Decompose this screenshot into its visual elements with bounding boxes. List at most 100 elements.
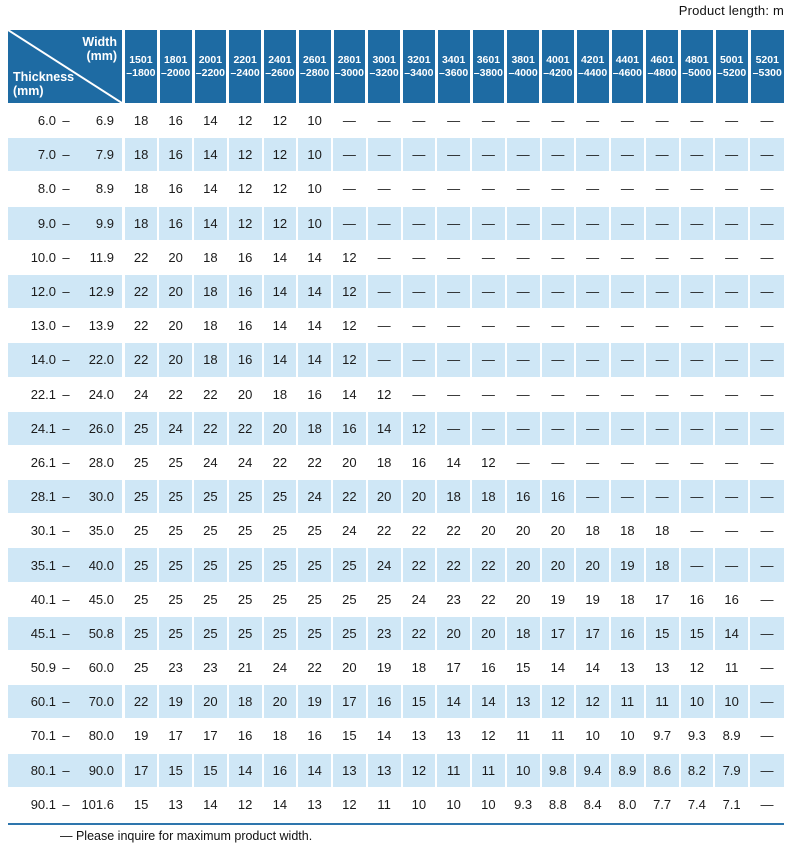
product-length-cell: — [331,171,367,207]
thickness-max: 7.9 [95,147,114,163]
product-length-cell: 16 [678,582,715,617]
product-length-cell: — [400,171,437,207]
product-length-cell: 13 [296,787,332,822]
product-length-cell: 11 [609,684,645,719]
thickness-min: 45.1 [30,625,56,641]
product-length-cell: 25 [226,513,263,548]
product-length-cell: 12 [470,445,506,480]
product-length-cell: 22 [400,616,437,651]
table-body: 6.0–6.9 18 16 14 12 12 10— — — — — — — — — — — — —7.0–7.9 1… [8,103,784,822]
product-length-cell: 24 [296,479,332,514]
thickness-max: 70.0 [88,694,114,710]
product-length-cell: 17 [435,650,471,685]
width-range-end: –3600 [439,66,469,79]
width-range-end: –5300 [752,66,782,79]
thickness-row-label: 24.1– 26.0 [8,411,124,446]
product-length-cell: — [643,479,680,514]
table-header: Width (mm) Thickness (mm) 1501 –1800 1801–… [8,30,784,104]
product-length-cell: — [574,308,610,343]
product-length-cell: 20 [400,479,437,514]
product-length-cell: — [643,240,680,275]
product-length-cell: — [400,137,437,172]
width-column-header: 2601 –2800 [295,30,332,104]
product-length-cell: 18 [643,513,680,548]
product-length-cell: 25 [226,582,263,617]
thickness-axis-label-text: Thickness [13,70,75,84]
product-length-cell: 10 [400,787,437,822]
thickness-min: 26.1 [30,454,56,470]
width-column-header: 3201 –3400 [400,30,437,104]
thickness-axis-label: Thickness (mm) [13,70,74,98]
product-length-cell: 16 [157,171,193,207]
product-length-cell: — [643,445,680,480]
width-range-end: –3200 [369,66,399,79]
product-length-cell: 25 [261,547,298,583]
product-length-cell: — [748,684,784,719]
product-length-cell: — [713,206,749,241]
product-length-cell: — [365,274,402,309]
product-length-cell: 20 [539,513,576,548]
product-length-table: Width (mm) Thickness (mm) 1501 –1800 1801–… [8,30,784,822]
product-length-cell: 18 [609,513,645,548]
header-row: Width (mm) Thickness (mm) 1501 –1800 1801–… [8,30,784,104]
product-length-cell: 25 [122,650,159,685]
product-length-cell: 20 [157,274,193,309]
product-length-cell: 10 [678,684,715,719]
product-length-cell: — [365,342,402,377]
product-length-cell: 16 [365,684,402,719]
product-length-cell: 25 [296,616,332,651]
range-dash: – [62,147,70,163]
width-axis-unit-text: (mm) [86,49,117,63]
range-dash: – [62,660,70,676]
width-range-start: 4401 [615,53,640,66]
range-dash: – [62,694,70,710]
table-row: 80.1–90.0 17 15 15 14 16 14 13 13 12 11 11 10 9.8 9.4 8… [8,753,784,788]
product-length-cell: — [678,445,715,480]
product-length-cell: 25 [331,582,367,617]
product-length-cell: 24 [261,650,298,685]
width-range-start: 1501 [129,53,153,66]
product-length-cell: 16 [296,377,332,412]
product-length-cell: 24 [400,582,437,617]
range-dash: – [62,352,70,368]
thickness-min: 13.0 [30,318,56,334]
product-length-cell: 18 [400,650,437,685]
range-dash: – [62,249,70,265]
product-length-cell: 14 [261,308,298,343]
product-length-cell: 9.7 [643,718,680,754]
product-length-cell: — [400,274,437,309]
product-length-cell: — [678,240,715,275]
table-row: 45.1–50.8 25 25 25 25 25 25 25 23 22 20 20 18 17 17 16 1… [8,616,784,651]
product-length-cell: — [713,342,749,377]
table-row: 6.0–6.9 18 16 14 12 12 10— — — — — — — — — — — — — [8,103,784,138]
product-length-cell: — [748,137,784,172]
product-length-cell: 20 [157,240,193,275]
product-length-cell: — [609,206,645,241]
range-dash: – [62,113,70,129]
product-length-cell: 25 [122,547,159,583]
product-length-cell: 15 [678,616,715,651]
product-length-cell: — [609,171,645,207]
thickness-min: 60.1 [30,694,56,710]
width-range-start: 2201 [233,53,257,66]
product-length-cell: 24 [226,445,263,480]
product-length-cell: — [748,274,784,309]
product-length-cell: 12 [226,787,263,822]
product-length-cell: 9.4 [574,753,610,788]
product-length-cell: — [470,377,506,412]
product-length-cell: 12 [574,684,610,719]
table-row: 50.9–60.0 25 23 23 21 24 22 20 19 18 17 16 15 14 14 13 1… [8,650,784,685]
range-dash: – [62,386,70,402]
width-range-end: –2200 [195,66,225,79]
thickness-min: 14.0 [30,352,56,368]
product-length-cell: 11 [365,787,402,822]
width-column-header: 5001 –5200 [712,30,749,104]
product-length-cell: 18 [192,342,228,377]
product-length-cell: 12 [400,753,437,788]
product-length-cell: 18 [122,137,159,172]
product-length-cell: 15 [643,616,680,651]
thickness-min: 9.0 [37,215,56,231]
dash-footnote: — Please inquire for maximum product wid… [60,829,313,843]
table-row: 13.0–13.9 22 20 18 16 14 14 12— — — — — — — — — — — — [8,308,784,343]
product-length-cell: 14 [261,787,298,822]
